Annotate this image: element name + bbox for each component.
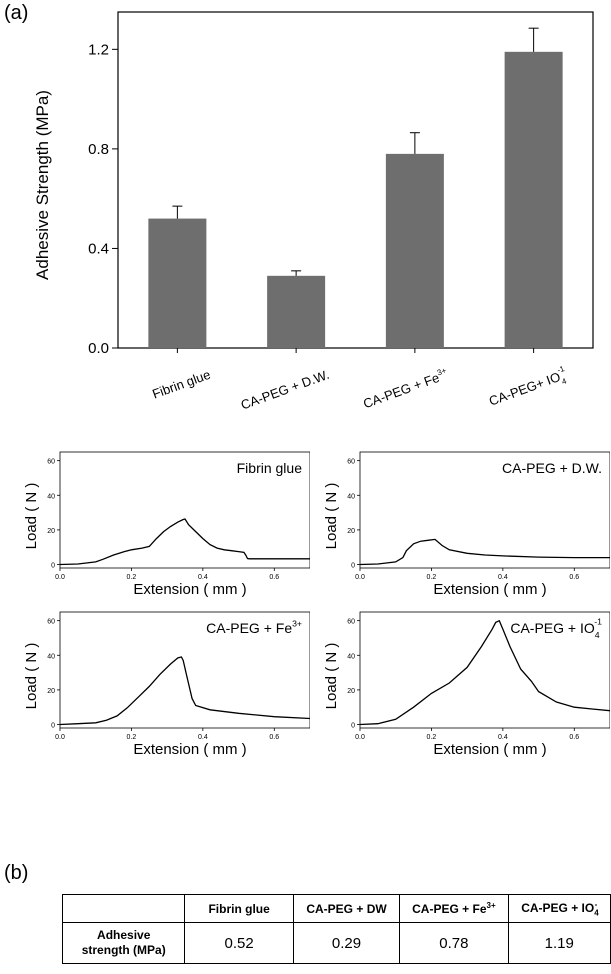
table-header-fibrin-glue: Fibrin glue [184,894,294,923]
bar [267,275,326,348]
y-tick-label: 60 [47,459,55,466]
plot-frame [117,11,594,349]
load-curve [359,538,610,566]
y-tick-label: 40 [47,493,55,500]
load-curve-ca-peg-fe: 0 20 40 60 0.0 0.2 0.4 0.6 Extension ( mm ) Load … [23,611,310,758]
table-cell-ca-peg-io4: 1.19 [507,922,611,964]
table-header-row: Fibrin glue CA-PEG + DW CA-PEG + Fe3+ CA… [61,894,611,923]
load-curve-ca-peg-io4: 0 20 40 60 0.0 0.2 0.4 0.6 Extension ( mm ) Load … [323,611,610,758]
table-cell-ca-peg-fe: 0.78 [399,922,509,964]
y-tick-label: 0.0 [88,340,109,357]
y-tick-label: 0 [351,563,355,570]
table-cell-ca-peg-dw: 0.29 [292,922,401,964]
panel-label-a: (a) [4,2,29,24]
x-tick-label: 0.2 [427,734,437,741]
adhesive-strength-table: Fibrin glue CA-PEG + DW CA-PEG + Fe3+ CA… [61,894,611,964]
plot-frame [59,451,310,569]
x-tick-label: 0.6 [269,734,279,741]
plot-frame [59,611,310,729]
load-curve [59,518,310,566]
y-tick-label: 1.2 [88,41,109,58]
y-tick-label: 20 [347,528,355,535]
curve-title: CA-PEG + IO4-1 [510,617,602,640]
bar [148,218,207,348]
x-tick-label: 0.2 [127,574,137,581]
curve-title: CA-PEG + Fe3+ [206,619,302,636]
x-tick-label: 0.0 [355,574,365,581]
y-axis-label: Load ( N ) [23,643,40,710]
x-tick-label: 0.4 [198,734,208,741]
plot-frame [359,451,610,569]
table-row-header: Adhesive strength (MPa) [61,922,186,964]
y-tick-label: 20 [47,528,55,535]
x-category-label: Fibrin glue [150,367,212,402]
x-tick-label: 0.0 [55,734,65,741]
x-axis-label: Extension ( mm ) [433,581,546,598]
x-tick-label: 0.0 [55,574,65,581]
y-axis-label: Load ( N ) [323,643,340,710]
y-tick-label: 0 [51,723,55,730]
curve-title: CA-PEG + D.W. [502,460,602,476]
bar [504,51,563,348]
y-tick-label: 0.4 [88,240,109,257]
x-axis-label: Extension ( mm ) [133,741,246,758]
x-tick-label: 0.4 [498,574,508,581]
y-axis-label: Adhesive Strength (MPa) [33,90,52,280]
x-category-label: CA-PEG + D.W. [239,367,331,413]
x-tick-label: 0.0 [355,734,365,741]
load-curve-fibrin-glue: 0 20 40 60 0.0 0.2 0.4 0.6 Extension ( mm ) Load … [23,451,310,598]
y-tick-label: 20 [47,688,55,695]
y-axis-label: Load ( N ) [23,483,40,550]
x-tick-label: 0.4 [198,574,208,581]
table-header-ca-peg-fe: CA-PEG + Fe3+ [399,894,509,923]
y-tick-label: 60 [347,459,355,466]
x-axis-label: Extension ( mm ) [433,741,546,758]
y-tick-label: 40 [347,653,355,660]
table-header-ca-peg-io4: CA-PEG + IO4- [507,894,611,923]
x-tick-label: 0.4 [498,734,508,741]
bar-chart: 0.0 0.4 0.8 1.2 Fibrin glue CA-PEG + D.W. CA-P… [33,11,594,413]
y-tick-label: 0 [351,723,355,730]
y-axis-label: Load ( N ) [323,483,340,550]
x-category-label: CA-PEG + Fe3+ [361,366,450,411]
y-tick-label: 0.8 [88,141,109,158]
plot-frame [359,611,610,729]
x-category-label: CA-PEG+ IO4-1 [486,364,570,412]
y-tick-label: 60 [47,619,55,626]
x-tick-label: 0.2 [127,734,137,741]
y-tick-label: 60 [347,619,355,626]
y-tick-label: 40 [47,653,55,660]
table-cell-fibrin-glue: 0.52 [184,922,294,964]
table-row: Adhesive strength (MPa) 0.52 0.29 0.78 1.… [61,922,611,964]
x-axis-label: Extension ( mm ) [133,581,246,598]
bar [385,153,444,348]
x-tick-label: 0.6 [269,574,279,581]
x-tick-label: 0.6 [569,734,579,741]
table-corner-cell [61,894,186,923]
y-tick-label: 20 [347,688,355,695]
curve-title: Fibrin glue [237,460,303,476]
panel-label-b: (b) [4,862,29,884]
table-header-ca-peg-dw: CA-PEG + DW [292,894,401,923]
load-curve-ca-peg-dw: 0 20 40 60 0.0 0.2 0.4 0.6 Extension ( mm ) Load … [323,451,610,598]
x-tick-label: 0.6 [569,574,579,581]
y-tick-label: 0 [51,563,55,570]
load-curve [59,656,310,726]
load-curve [359,619,610,726]
x-tick-label: 0.2 [427,574,437,581]
y-tick-label: 40 [347,493,355,500]
